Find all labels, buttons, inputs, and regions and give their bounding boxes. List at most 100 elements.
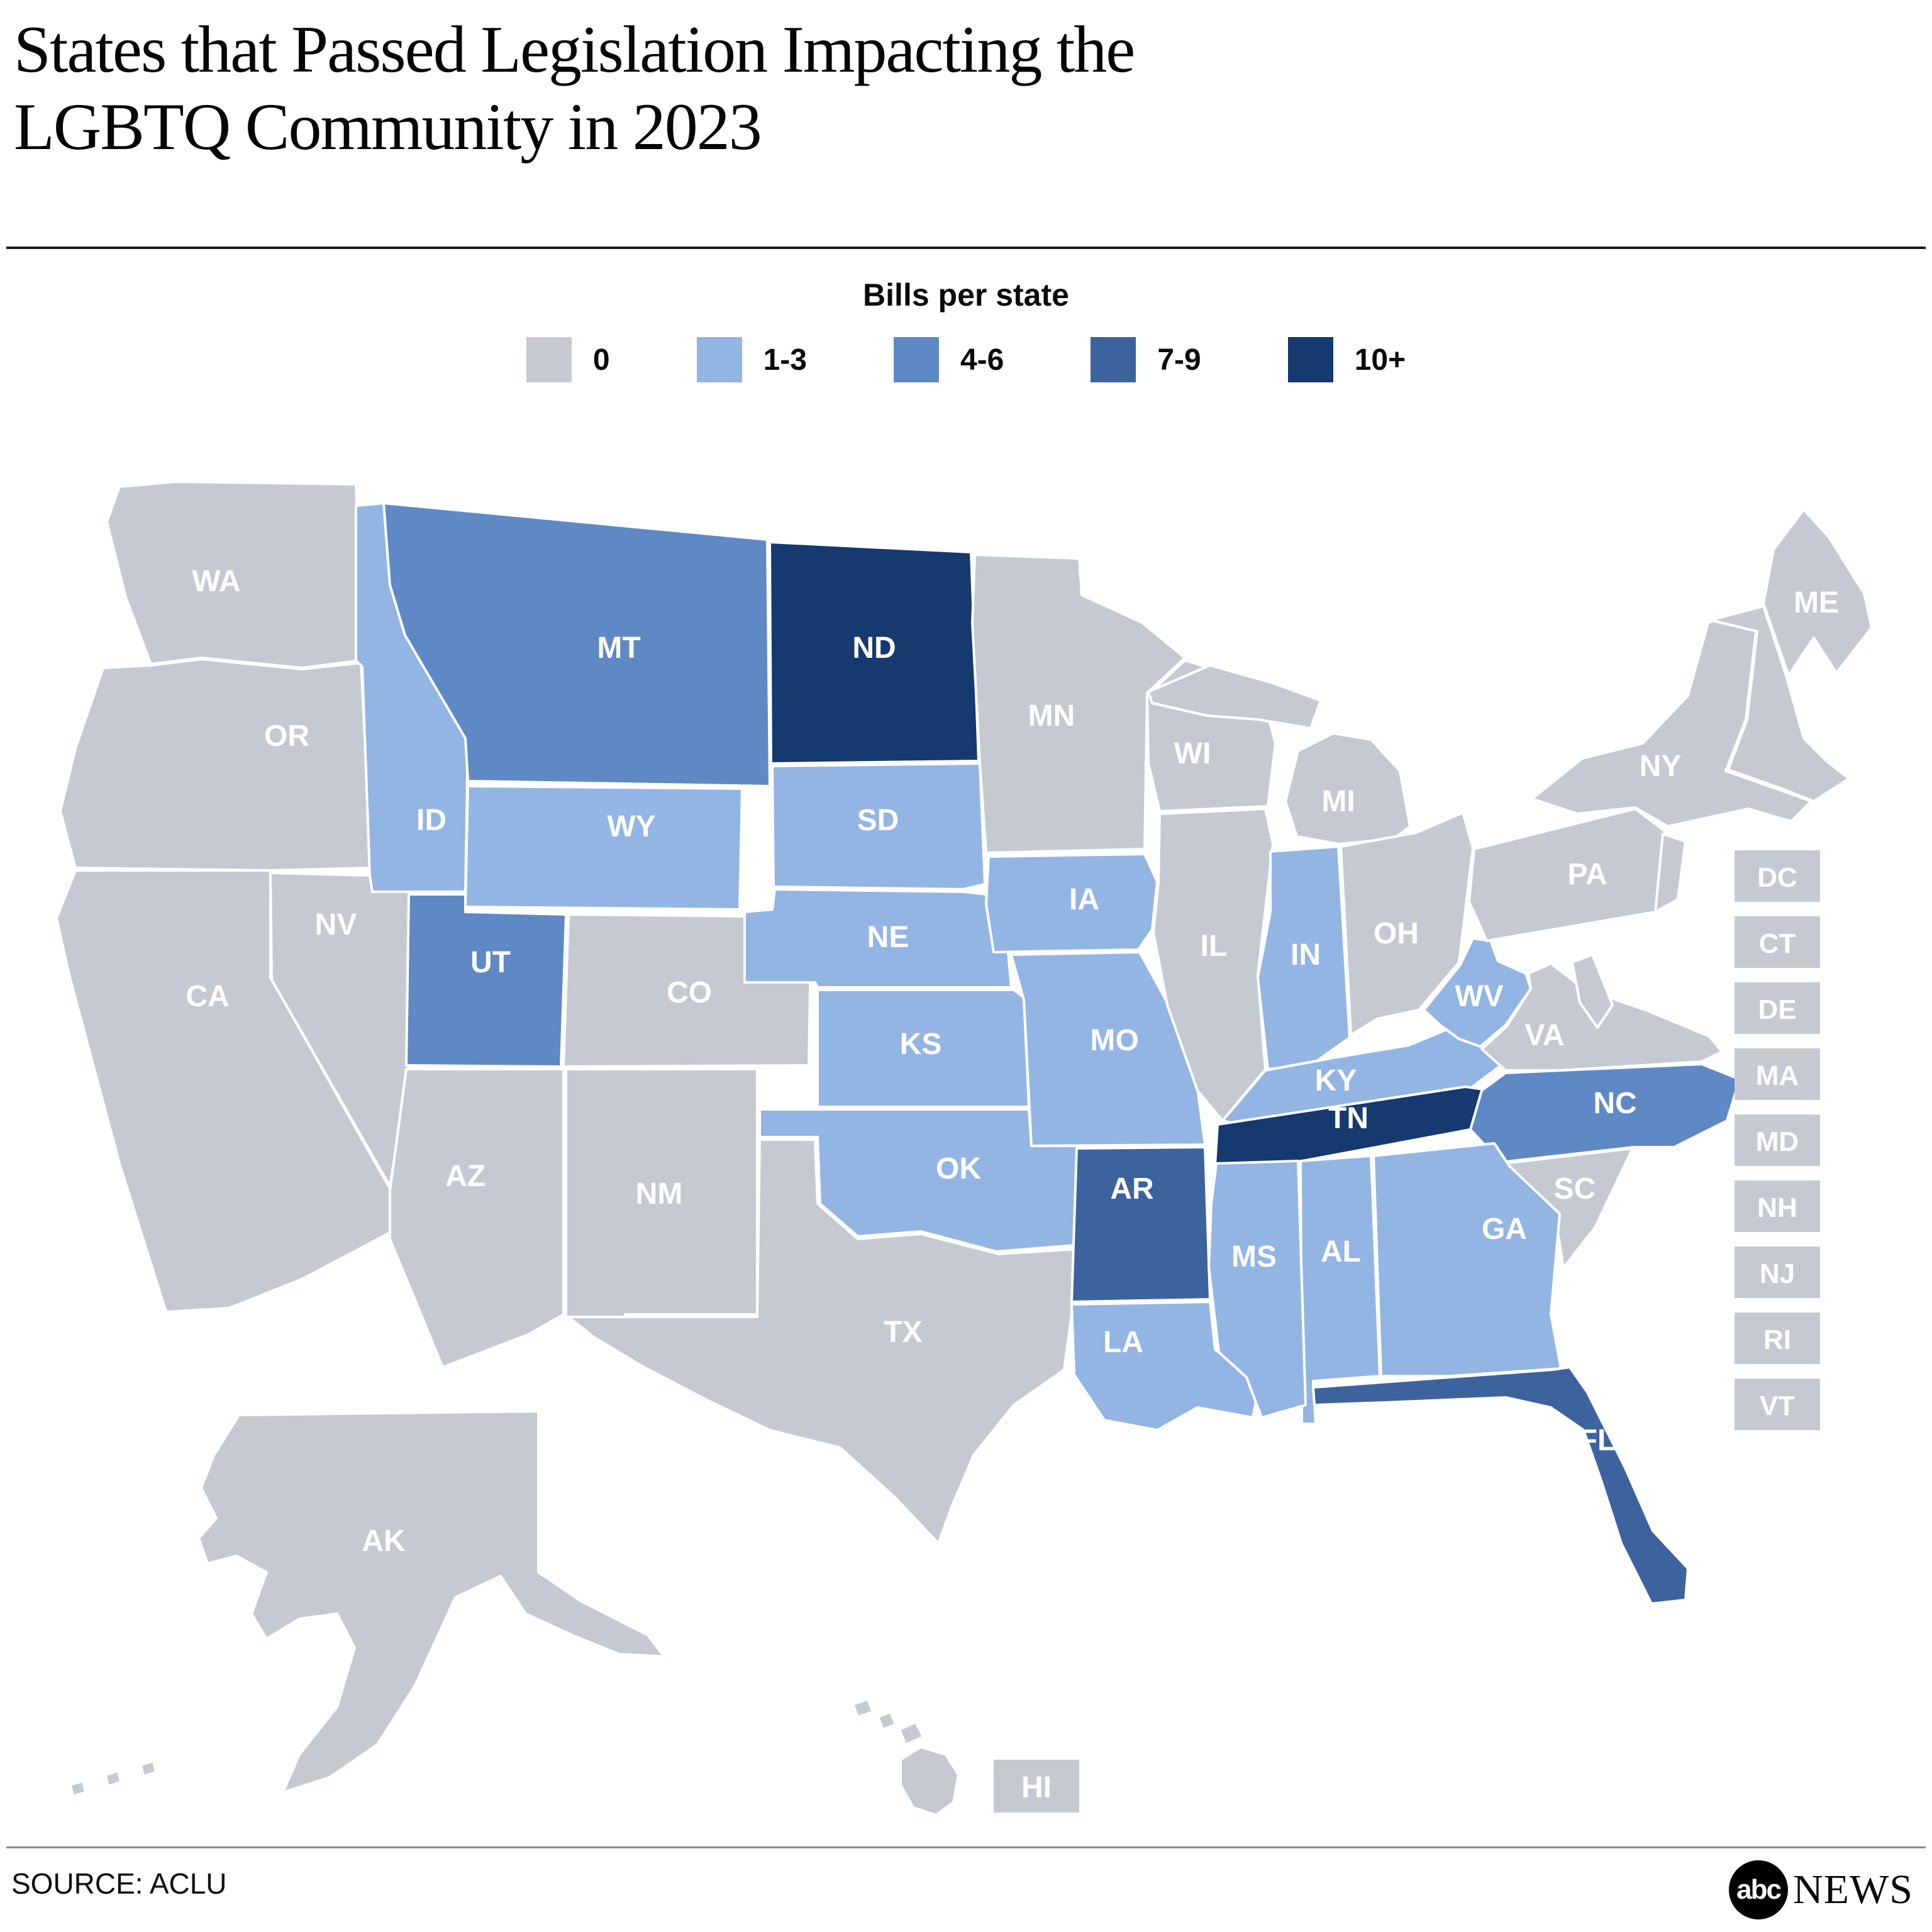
state-label-WA: WA xyxy=(192,565,240,598)
state-label-AL: AL xyxy=(1321,1235,1361,1269)
side-box-VT xyxy=(1735,1379,1820,1430)
state-label-MT: MT xyxy=(597,631,640,665)
legend-label-1-3: 1-3 xyxy=(763,343,807,377)
side-box-label-RI: RI xyxy=(1763,1324,1791,1355)
state-label-TX: TX xyxy=(884,1316,922,1349)
side-box-NJ xyxy=(1735,1246,1820,1298)
legend-swatch-4-6 xyxy=(893,337,939,382)
hawaii-label-box xyxy=(994,1760,1079,1813)
state-label-CA: CA xyxy=(186,980,229,1013)
state-label-UT: UT xyxy=(470,946,511,979)
state-IA xyxy=(985,853,1158,953)
side-box-CT xyxy=(1735,916,1820,968)
title-line-2: LGBTQ Community in 2023 xyxy=(14,89,762,164)
legend-swatch-1-3 xyxy=(696,337,742,382)
us-map-svg: WA OR CA NV ID MT WY UT CO AZ NM ND SD NE KS OK TX MN IA MO… xyxy=(55,480,1873,1816)
state-MI xyxy=(1284,732,1411,845)
legend-item-10+: 10+ xyxy=(1287,337,1406,382)
state-label-PA: PA xyxy=(1567,858,1607,891)
state-NE xyxy=(743,888,1013,989)
legend-swatch-10+ xyxy=(1287,337,1333,382)
state-label-MO: MO xyxy=(1090,1024,1138,1057)
state-LA xyxy=(1070,1301,1262,1431)
abc-news-logo: abc NEWS xyxy=(1729,1860,1913,1919)
side-box-RI xyxy=(1735,1313,1820,1364)
legend-title: Bills per state xyxy=(863,277,1069,313)
state-label-ID: ID xyxy=(416,804,447,837)
state-label-FL: FL xyxy=(1579,1424,1616,1457)
state-label-WV: WV xyxy=(1455,980,1503,1013)
state-label-MI: MI xyxy=(1321,785,1355,818)
title-line-1: States that Passed Legislation Impacting… xyxy=(14,13,1135,86)
title-divider xyxy=(6,247,1926,249)
state-AR xyxy=(1070,1146,1211,1303)
state-label-NM: NM xyxy=(636,1177,683,1211)
abc-logo-icon: abc xyxy=(1729,1860,1789,1919)
state-MO xyxy=(1010,951,1206,1147)
state-AL xyxy=(1299,1155,1381,1425)
legend-item-7-9: 7-9 xyxy=(1091,337,1201,382)
state-label-SD: SD xyxy=(857,804,899,837)
side-box-label-NH: NH xyxy=(1757,1192,1797,1223)
state-label-SC: SC xyxy=(1554,1172,1596,1206)
state-label-AK: AK xyxy=(362,1524,406,1558)
state-AL2 xyxy=(104,1770,122,1787)
state-AK xyxy=(197,1410,665,1794)
state-label-OK: OK xyxy=(936,1152,981,1185)
side-box-MD xyxy=(1735,1114,1820,1166)
state-FL xyxy=(1312,1366,1689,1605)
state-NJ_SHAPE xyxy=(1654,833,1687,913)
state-label-MS: MS xyxy=(1231,1240,1277,1274)
state-WA xyxy=(106,480,362,669)
state-AZ xyxy=(389,1068,565,1368)
legend-swatch-7-9 xyxy=(1091,337,1136,382)
state-label-WY: WY xyxy=(607,810,655,843)
state-NY xyxy=(1531,611,1813,828)
side-box-DC xyxy=(1735,850,1820,902)
state-MI_UP xyxy=(1147,664,1322,730)
state-label-VA: VA xyxy=(1524,1019,1564,1052)
legend-item-0: 0 xyxy=(526,337,610,382)
state-label-KY: KY xyxy=(1315,1064,1357,1097)
state-HI4 xyxy=(899,1746,960,1816)
state-OH xyxy=(1340,811,1474,1036)
side-box-label-DC: DC xyxy=(1757,862,1797,893)
state-HI3 xyxy=(898,1721,924,1746)
state-ME xyxy=(1762,508,1873,677)
state-label-AR: AR xyxy=(1110,1172,1153,1206)
state-MT xyxy=(382,502,771,787)
state-WY xyxy=(464,785,743,911)
us-choropleth-map: WA OR CA NV ID MT WY UT CO AZ NM ND SD NE KS OK TX MN IA MO… xyxy=(0,434,1932,1843)
state-label-LA: LA xyxy=(1103,1326,1143,1359)
state-HI2 xyxy=(877,1711,897,1731)
state-label-OR: OR xyxy=(264,719,309,753)
side-box-NH xyxy=(1735,1180,1820,1232)
state-label-HI: HI xyxy=(1021,1771,1052,1804)
state-label-MN: MN xyxy=(1028,699,1075,733)
state-label-IA: IA xyxy=(1069,883,1099,916)
side-box-label-VT: VT xyxy=(1760,1391,1795,1421)
state-label-TN: TN xyxy=(1328,1102,1368,1135)
state-label-OH: OH xyxy=(1374,917,1419,950)
state-label-ME: ME xyxy=(1794,586,1839,619)
side-box-MA xyxy=(1735,1048,1820,1100)
legend-label-10+: 10+ xyxy=(1354,343,1406,377)
side-box-label-MA: MA xyxy=(1756,1060,1799,1091)
state-label-ND: ND xyxy=(852,631,896,665)
state-label-AZ: AZ xyxy=(445,1160,486,1193)
state-label-IN: IN xyxy=(1291,938,1321,972)
state-DELMARVA xyxy=(1571,953,1614,1029)
state-label-NY: NY xyxy=(1640,750,1682,783)
legend-label-7-9: 7-9 xyxy=(1157,343,1201,377)
page-title: States that Passed Legislation Impacting… xyxy=(14,11,1913,166)
side-box-label-DE: DE xyxy=(1758,994,1796,1025)
side-box-label-NJ: NJ xyxy=(1760,1258,1795,1289)
state-MN xyxy=(971,553,1186,854)
state-OR xyxy=(59,658,372,872)
legend-item-4-6: 4-6 xyxy=(893,337,1004,382)
state-label-KS: KS xyxy=(900,1028,942,1061)
side-box-label-MD: MD xyxy=(1756,1126,1799,1157)
abc-news-wordmark: NEWS xyxy=(1793,1867,1913,1913)
state-AL1 xyxy=(69,1780,87,1797)
